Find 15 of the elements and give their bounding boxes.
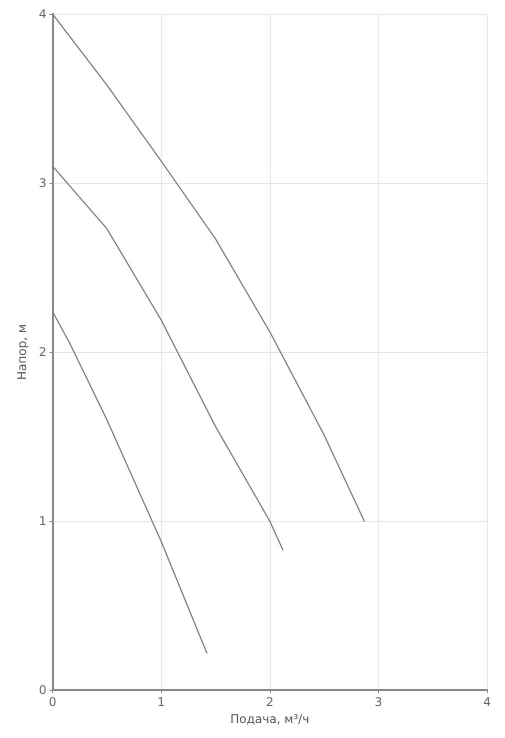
line-series: [52, 13, 365, 522]
x-tick-label: 2: [266, 695, 274, 710]
y-axis-title: Напор, м: [15, 324, 29, 380]
x-tick-label: 1: [157, 695, 165, 710]
x-axis-title: Подача, м³/ч: [230, 712, 310, 726]
y-tick-label: 4: [38, 7, 47, 21]
y-tick-label: 2: [38, 345, 47, 360]
line-series: [52, 310, 208, 654]
x-tick-label: 0: [48, 695, 56, 710]
y-tick-label: 3: [38, 176, 47, 190]
y-tick-label: 0: [38, 683, 47, 698]
x-tick-label: 4: [483, 695, 491, 710]
line-series: [52, 166, 284, 550]
x-tick-label: 3: [374, 695, 382, 710]
y-tick-label: 1: [38, 514, 47, 528]
